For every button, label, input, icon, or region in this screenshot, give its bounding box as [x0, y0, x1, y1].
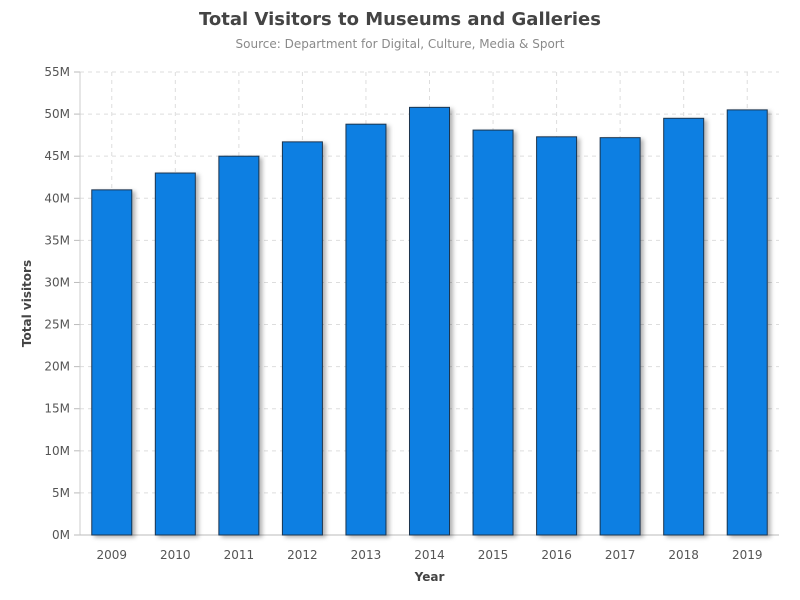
tick-labels: 0M 5M 10M 15M 20M 25M 30M 35M 40M 45M 50M 55M 2009 20… — [44, 65, 762, 562]
chart-subtitle: Source: Department for Digital, Culture,… — [235, 37, 565, 51]
x-tick-label: 2013 — [351, 548, 382, 562]
x-tick-label: 2016 — [541, 548, 572, 562]
bar-2018[interactable] — [663, 117, 705, 536]
y-tick-label: 15M — [44, 402, 70, 416]
y-tick-label: 50M — [44, 107, 70, 121]
x-tick-label: 2012 — [287, 548, 318, 562]
bar-2019[interactable] — [726, 109, 768, 536]
x-tick-label: 2011 — [224, 548, 255, 562]
chart-title: Total Visitors to Museums and Galleries — [199, 9, 601, 30]
bar-2013[interactable] — [345, 123, 387, 536]
bars — [91, 106, 768, 536]
bar-2010[interactable] — [154, 172, 196, 536]
y-tick-label: 55M — [44, 65, 70, 79]
x-tick-label: 2010 — [160, 548, 191, 562]
y-tick-label: 40M — [44, 191, 70, 205]
y-tick-label: 5M — [52, 486, 70, 500]
bar-2009[interactable] — [91, 189, 133, 536]
y-tick-label: 45M — [44, 149, 70, 163]
x-tick-label: 2019 — [732, 548, 763, 562]
x-tick-label: 2015 — [478, 548, 509, 562]
y-axis-title: Total visitors — [20, 260, 34, 347]
y-tick-label: 0M — [52, 528, 70, 542]
x-tick-label: 2017 — [605, 548, 636, 562]
y-tick-label: 35M — [44, 233, 70, 247]
x-tick-label: 2018 — [668, 548, 699, 562]
bar-2012[interactable] — [281, 141, 323, 536]
bar-2011[interactable] — [218, 155, 260, 536]
bar-2015[interactable] — [472, 129, 514, 536]
x-tick-label: 2009 — [96, 548, 127, 562]
bar-2016[interactable] — [536, 136, 578, 536]
y-tick-label: 20M — [44, 360, 70, 374]
bar-2017[interactable] — [599, 137, 641, 536]
y-tick-label: 25M — [44, 318, 70, 332]
bar-2014[interactable] — [409, 106, 450, 536]
x-tick-label: 2014 — [414, 548, 445, 562]
x-axis-title: Year — [414, 570, 445, 584]
y-tick-label: 30M — [44, 275, 70, 289]
y-tick-label: 10M — [44, 444, 70, 458]
